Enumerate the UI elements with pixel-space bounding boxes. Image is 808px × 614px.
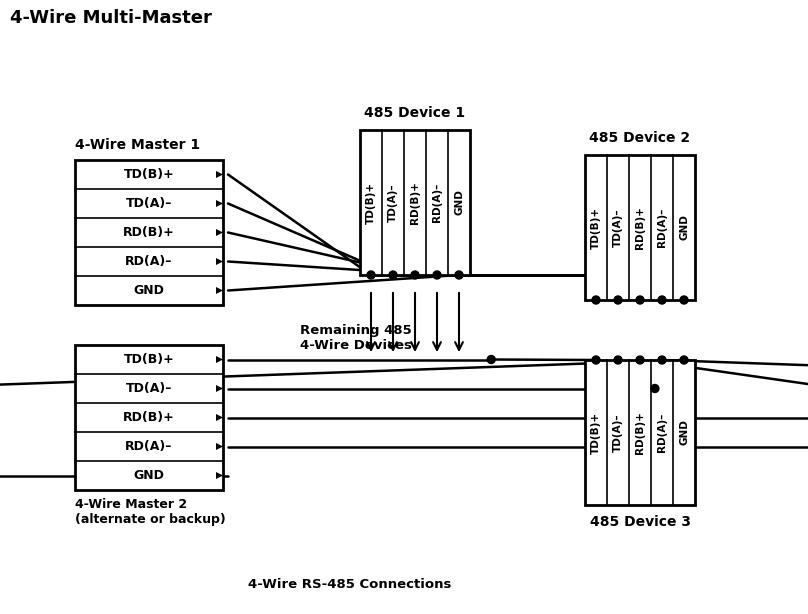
Circle shape [658, 296, 666, 304]
Circle shape [658, 356, 666, 364]
Polygon shape [216, 414, 223, 421]
Text: RD(B)+: RD(B)+ [123, 226, 175, 239]
Polygon shape [216, 443, 223, 450]
Text: TD(A)–: TD(A)– [613, 413, 623, 452]
Text: Remaining 485
4-Wire Devices: Remaining 485 4-Wire Devices [300, 324, 412, 351]
Circle shape [636, 296, 644, 304]
Polygon shape [216, 258, 223, 265]
Text: RD(B)+: RD(B)+ [635, 206, 645, 249]
Text: TD(B)+: TD(B)+ [124, 168, 175, 181]
Circle shape [367, 271, 375, 279]
Polygon shape [216, 472, 223, 479]
Circle shape [411, 271, 419, 279]
Circle shape [614, 356, 622, 364]
Text: RD(A)–: RD(A)– [125, 255, 173, 268]
Text: RD(B)+: RD(B)+ [410, 181, 420, 224]
Bar [585, 360, 695, 505]
Polygon shape [216, 200, 223, 207]
Circle shape [592, 296, 600, 304]
Circle shape [636, 356, 644, 364]
Text: GND: GND [679, 214, 689, 241]
Text: RD(A)–: RD(A)– [657, 413, 667, 452]
Polygon shape [216, 229, 223, 236]
Text: TD(B)+: TD(B)+ [366, 182, 376, 223]
Text: TD(B)+: TD(B)+ [591, 206, 601, 249]
Circle shape [455, 271, 463, 279]
Polygon shape [216, 171, 223, 178]
Polygon shape [216, 356, 223, 363]
Text: TD(A)–: TD(A)– [388, 183, 398, 222]
Text: GND: GND [133, 469, 165, 482]
Text: TD(A)–: TD(A)– [126, 382, 172, 395]
Text: 4-Wire RS-485 Connections: 4-Wire RS-485 Connections [248, 578, 452, 591]
Text: 485 Device 3: 485 Device 3 [590, 515, 691, 529]
Text: TD(B)+: TD(B)+ [124, 353, 175, 366]
Circle shape [389, 271, 397, 279]
Text: GND: GND [679, 419, 689, 445]
Text: TD(B)+: TD(B)+ [591, 411, 601, 454]
Text: 485 Device 2: 485 Device 2 [590, 131, 691, 145]
Circle shape [487, 356, 495, 363]
Text: 4-Wire Multi-Master: 4-Wire Multi-Master [10, 9, 212, 27]
Bar [360, 130, 470, 275]
Circle shape [651, 384, 659, 392]
Bar [585, 155, 695, 300]
Text: RD(A)–: RD(A)– [125, 440, 173, 453]
Text: RD(B)+: RD(B)+ [635, 411, 645, 454]
Text: TD(A)–: TD(A)– [126, 197, 172, 210]
Polygon shape [216, 385, 223, 392]
Text: GND: GND [454, 190, 464, 216]
Circle shape [433, 271, 441, 279]
Text: RD(A)–: RD(A)– [432, 183, 442, 222]
Bar [75, 160, 223, 305]
Circle shape [614, 296, 622, 304]
Text: 485 Device 1: 485 Device 1 [364, 106, 465, 120]
Text: 4-Wire Master 2
(alternate or backup): 4-Wire Master 2 (alternate or backup) [75, 498, 225, 526]
Text: RD(A)–: RD(A)– [657, 208, 667, 247]
Text: GND: GND [133, 284, 165, 297]
Text: 4-Wire Master 1: 4-Wire Master 1 [75, 138, 200, 152]
Text: RD(B)+: RD(B)+ [123, 411, 175, 424]
Circle shape [592, 356, 600, 364]
Circle shape [680, 356, 688, 364]
Text: TD(A)–: TD(A)– [613, 208, 623, 247]
Bar [75, 345, 223, 490]
Polygon shape [216, 287, 223, 294]
Circle shape [680, 296, 688, 304]
